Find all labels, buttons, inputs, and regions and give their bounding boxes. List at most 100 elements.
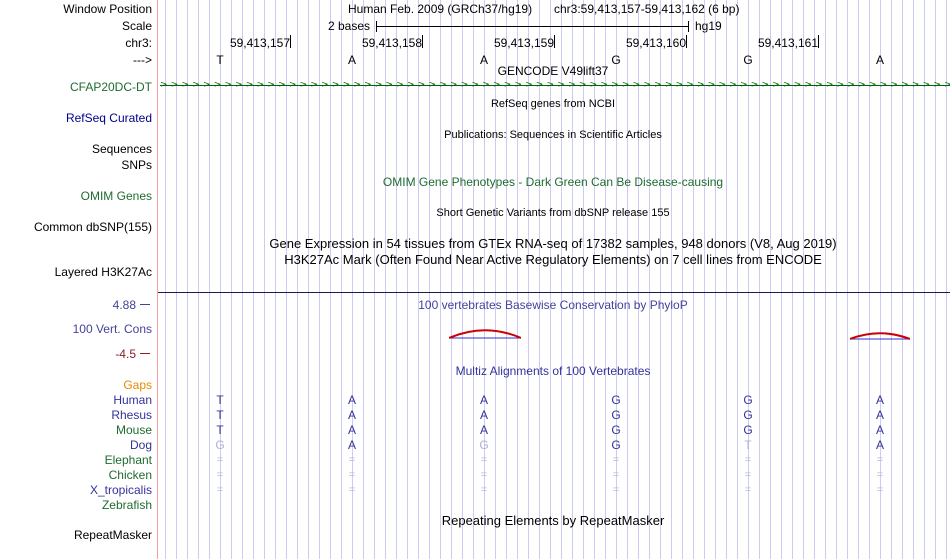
alignment-gap: = [216, 469, 224, 481]
position-range: chr3:59,413,157-59,413,162 (6 bp) [554, 2, 740, 16]
alignment-base: A [479, 408, 488, 422]
ruler-tick-mark [422, 35, 423, 48]
ruler-tick-label: 59,413,158 [361, 36, 422, 50]
ruler-tick-label: 59,413,157 [229, 36, 290, 50]
alignment-base: A [875, 408, 884, 422]
reference-base: T [216, 53, 224, 67]
label-species-chicken[interactable]: Chicken [108, 468, 152, 482]
alignment-gap: = [612, 484, 620, 496]
track-title-gencode[interactable]: GENCODE V49lift37 [497, 64, 609, 78]
label-common-dbsnp[interactable]: Common dbSNP(155) [33, 220, 152, 234]
label-species-x_tropicalis[interactable]: X_tropicalis [89, 483, 152, 497]
ruler-tick-mark [290, 35, 291, 48]
alignment-gap: = [216, 484, 224, 496]
label-gaps[interactable]: Gaps [123, 378, 152, 392]
label-species-dog[interactable]: Dog [129, 438, 152, 452]
label-omim-genes[interactable]: OMIM Genes [80, 189, 152, 203]
alignment-base: G [743, 408, 753, 422]
alignment-gap: = [876, 484, 884, 496]
label-scale: Scale [121, 19, 152, 33]
reference-base: A [347, 53, 356, 67]
alignment-base: A [347, 393, 356, 407]
alignment-base: G [611, 393, 621, 407]
alignment-gap: = [348, 484, 356, 496]
label-chromosome: chr3: [125, 36, 152, 50]
label-window-position: Window Position [63, 2, 152, 16]
alignment-gap: = [744, 484, 752, 496]
alignment-base: A [875, 438, 884, 452]
ruler-tick-mark [554, 35, 555, 48]
ruler-tick-mark [686, 35, 687, 48]
alignment-base: A [875, 423, 884, 437]
alignment-gap: = [876, 454, 884, 466]
alignment-gap: = [480, 484, 488, 496]
track-title-phylop[interactable]: 100 vertebrates Basewise Conservation by… [418, 298, 688, 312]
label-layered-h3k27ac[interactable]: Layered H3K27Ac [54, 265, 152, 279]
alignment-base: T [216, 423, 224, 437]
conservation-min-tick [140, 353, 150, 354]
alignment-base: G [611, 408, 621, 422]
alignment-gap: = [216, 454, 224, 466]
label-gencode-gene[interactable]: CFAP20DC-DT [69, 80, 152, 94]
alignment-base: T [216, 393, 224, 407]
ruler-tick-mark [818, 35, 819, 48]
label-species-zebrafish[interactable]: Zebrafish [101, 498, 152, 512]
track-title-publications[interactable]: Publications: Sequences in Scientific Ar… [444, 129, 662, 141]
reference-base: G [611, 53, 621, 67]
track-title-multiz[interactable]: Multiz Alignments of 100 Vertebrates [455, 364, 651, 378]
label-species-mouse[interactable]: Mouse [115, 423, 152, 437]
scale-bar [376, 26, 688, 27]
alignment-gap: = [612, 454, 620, 466]
label-species-elephant[interactable]: Elephant [104, 453, 152, 467]
alignment-base: T [216, 408, 224, 422]
track-title-h3k27ac[interactable]: H3K27Ac Mark (Often Found Near Active Re… [284, 252, 822, 267]
alignment-base: G [743, 423, 753, 437]
alignment-base: G [743, 393, 753, 407]
conservation-peak [448, 326, 522, 341]
ruler-tick-label: 59,413,159 [493, 36, 554, 50]
alignment-base: A [479, 393, 488, 407]
label-snps[interactable]: SNPs [121, 158, 152, 172]
alignment-gap: = [744, 454, 752, 466]
sidebar-divider-line [157, 0, 158, 559]
alignment-base: A [347, 408, 356, 422]
label-sequences[interactable]: Sequences [91, 142, 152, 156]
alignment-base: G [215, 438, 225, 452]
track-title-repeatmasker[interactable]: Repeating Elements by RepeatMasker [441, 513, 665, 528]
label-species-human[interactable]: Human [113, 393, 152, 407]
alignment-base: G [611, 423, 621, 437]
alignment-gap: = [612, 469, 620, 481]
scale-bar-left-cap [376, 21, 377, 32]
ruler-tick-label: 59,413,160 [625, 36, 686, 50]
label-refseq-curated[interactable]: RefSeq Curated [65, 111, 152, 125]
label-conservation-max: 4.88 [112, 298, 136, 312]
reference-base: G [743, 53, 753, 67]
alignment-base: G [611, 438, 621, 452]
track-title-omim[interactable]: OMIM Gene Phenotypes - Dark Green Can Be… [382, 175, 724, 189]
alignment-base: A [347, 438, 356, 452]
alignment-gap: = [876, 469, 884, 481]
reference-base: A [875, 53, 884, 67]
gene-body-line [160, 85, 950, 86]
track-title-refseq[interactable]: RefSeq genes from NCBI [490, 98, 616, 110]
alignment-base: T [744, 438, 752, 452]
gencode-gene-arrow-track[interactable]: >>>>>>>>>>>>>>>>>>>>>>>>>>>>>>>>>>>>>>>>… [160, 81, 950, 90]
alignment-gap: = [744, 469, 752, 481]
alignment-gap: = [348, 469, 356, 481]
track-title-gtex[interactable]: Gene Expression in 54 tissues from GTEx … [269, 236, 837, 251]
gene-strand-arrows: >>>>>>>>>>>>>>>>>>>>>>>>>>>>>>>>>>>>>>>>… [160, 81, 950, 90]
label-species-rhesus[interactable]: Rhesus [111, 408, 152, 422]
alignment-base: A [875, 393, 884, 407]
conservation-peak [849, 329, 911, 341]
alignment-base: G [479, 438, 489, 452]
label-conservation-track[interactable]: 100 Vert. Cons [72, 322, 152, 336]
reference-base: A [479, 53, 488, 67]
track-title-dbsnp[interactable]: Short Genetic Variants from dbSNP releas… [436, 207, 670, 219]
conservation-top-rule [158, 292, 950, 293]
assembly-db-label: hg19 [695, 19, 722, 33]
ruler-tick-label: 59,413,161 [757, 36, 818, 50]
label-repeatmasker[interactable]: RepeatMasker [73, 528, 152, 542]
conservation-max-tick [140, 304, 150, 305]
alignment-base: A [347, 423, 356, 437]
